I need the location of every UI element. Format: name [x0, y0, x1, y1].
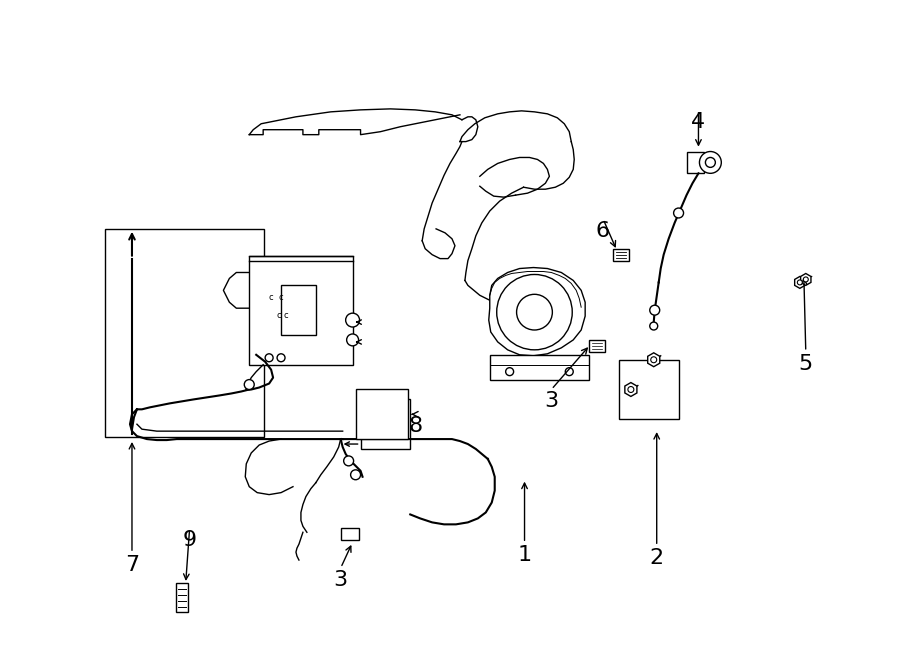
Text: c: c [284, 311, 288, 320]
Circle shape [506, 368, 514, 375]
Text: 8: 8 [409, 416, 422, 436]
Polygon shape [795, 276, 805, 288]
Polygon shape [361, 399, 410, 449]
Circle shape [497, 274, 572, 350]
Circle shape [351, 470, 361, 480]
Text: c: c [269, 293, 274, 302]
Circle shape [699, 151, 721, 173]
Circle shape [651, 357, 657, 363]
Polygon shape [648, 353, 660, 367]
Polygon shape [281, 286, 316, 335]
Polygon shape [341, 528, 358, 540]
Polygon shape [590, 340, 605, 352]
Text: 2: 2 [650, 548, 664, 568]
Polygon shape [176, 583, 187, 611]
Circle shape [804, 277, 808, 282]
Circle shape [565, 368, 573, 375]
Polygon shape [249, 256, 353, 365]
Circle shape [244, 379, 254, 389]
Circle shape [346, 313, 360, 327]
Text: c: c [276, 311, 282, 320]
Circle shape [650, 305, 660, 315]
Text: 9: 9 [183, 530, 197, 551]
Polygon shape [801, 274, 811, 286]
Text: 7: 7 [125, 555, 139, 575]
Circle shape [628, 387, 634, 393]
Text: 5: 5 [798, 354, 813, 374]
Circle shape [266, 354, 273, 362]
Polygon shape [687, 151, 705, 173]
Circle shape [346, 334, 358, 346]
Circle shape [650, 322, 658, 330]
Circle shape [673, 208, 683, 218]
Circle shape [344, 456, 354, 466]
Polygon shape [489, 268, 585, 356]
Text: 1: 1 [518, 545, 532, 565]
Bar [105, 229, 265, 437]
Polygon shape [490, 355, 590, 379]
Text: 6: 6 [596, 221, 610, 241]
Text: 3: 3 [334, 570, 347, 590]
Polygon shape [613, 249, 629, 260]
Polygon shape [356, 389, 409, 439]
Circle shape [517, 294, 553, 330]
Circle shape [277, 354, 285, 362]
Text: 4: 4 [691, 112, 706, 132]
Circle shape [706, 157, 716, 167]
Text: c: c [279, 293, 284, 302]
Text: 3: 3 [544, 391, 558, 412]
Circle shape [797, 280, 802, 285]
Polygon shape [625, 383, 637, 397]
